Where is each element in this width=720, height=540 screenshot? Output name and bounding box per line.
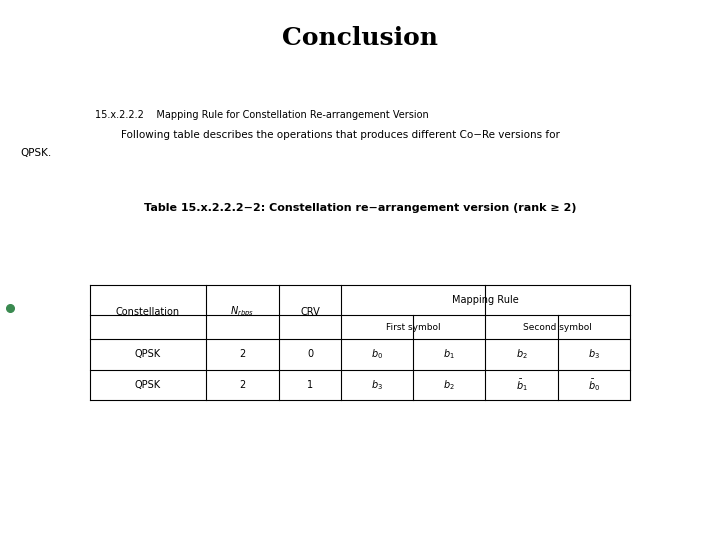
Text: First symbol: First symbol (386, 323, 441, 332)
Text: Conclusion: Conclusion (282, 26, 438, 50)
Text: 2: 2 (240, 380, 246, 390)
Text: 0: 0 (307, 349, 313, 359)
Text: Table 15.x.2.2.2−2: Constellation re−arrangement version (rank ≥ 2): Table 15.x.2.2.2−2: Constellation re−arr… (144, 203, 576, 213)
Text: QPSK: QPSK (135, 349, 161, 359)
Text: $\bar{b}_0$: $\bar{b}_0$ (588, 377, 600, 393)
Text: 2: 2 (240, 349, 246, 359)
Text: QPSK.: QPSK. (20, 148, 51, 158)
Text: $b_2$: $b_2$ (444, 378, 455, 392)
Text: CRV: CRV (300, 307, 320, 317)
Text: 1: 1 (307, 380, 313, 390)
Text: $\bar{b}_1$: $\bar{b}_1$ (516, 377, 528, 393)
Text: $b_1$: $b_1$ (444, 347, 455, 361)
Text: Constellation: Constellation (116, 307, 180, 317)
Text: $b_2$: $b_2$ (516, 347, 527, 361)
Text: 15.x.2.2.2    Mapping Rule for Constellation Re-arrangement Version: 15.x.2.2.2 Mapping Rule for Constellatio… (95, 110, 428, 120)
Text: Second symbol: Second symbol (523, 323, 592, 332)
Text: Mapping Rule: Mapping Rule (452, 295, 519, 305)
Text: Following table describes the operations that produces different Co−Re versions : Following table describes the operations… (95, 130, 560, 140)
Text: $b_3$: $b_3$ (588, 347, 600, 361)
Text: $N_{rbps}$: $N_{rbps}$ (230, 305, 255, 319)
Text: QPSK: QPSK (135, 380, 161, 390)
Text: $b_0$: $b_0$ (371, 347, 383, 361)
Text: $b_3$: $b_3$ (372, 378, 383, 392)
